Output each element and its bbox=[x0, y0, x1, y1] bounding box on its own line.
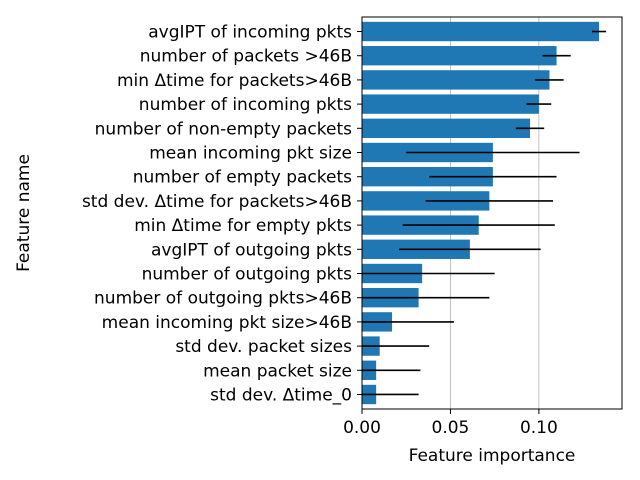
category-label: avgIPT of incoming pkts bbox=[148, 23, 352, 43]
category-label: min Δtime for empty pkts bbox=[134, 216, 352, 236]
category-label: number of empty packets bbox=[133, 168, 352, 188]
bar bbox=[362, 94, 539, 114]
category-label: avgIPT of outgoing pkts bbox=[151, 240, 352, 260]
bar bbox=[362, 46, 557, 66]
category-label: std dev. Δtime for packets>46B bbox=[82, 192, 352, 212]
plot-frame bbox=[361, 16, 623, 410]
x-tick-label: 0.00 bbox=[343, 418, 381, 438]
category-label: min Δtime for packets>46B bbox=[117, 71, 352, 91]
x-tick-label: 0.05 bbox=[432, 418, 470, 438]
bar bbox=[362, 167, 493, 187]
category-label: number of incoming pkts bbox=[139, 95, 352, 115]
bar bbox=[362, 21, 600, 42]
bar bbox=[362, 118, 531, 138]
category-label: number of non-empty packets bbox=[95, 119, 352, 139]
error-bars bbox=[362, 30, 607, 396]
x-axis-label: Feature importance bbox=[409, 446, 576, 466]
x-tick-labels: 0.00 0.05 0.10 bbox=[343, 409, 558, 438]
category-label: number of packets >46B bbox=[140, 47, 352, 67]
category-label: std dev. packet sizes bbox=[175, 337, 352, 357]
y-tick-labels: avgIPT of incoming pkts number of packets… bbox=[82, 23, 362, 405]
category-label: mean packet size bbox=[203, 361, 352, 381]
category-label: number of outgoing pkts bbox=[142, 264, 353, 284]
category-label: mean incoming pkt size bbox=[149, 144, 352, 164]
bar bbox=[362, 70, 550, 90]
x-tick-label: 0.10 bbox=[520, 418, 558, 438]
category-label: std dev. Δtime_0 bbox=[210, 385, 352, 405]
category-label: mean incoming pkt size>46B bbox=[102, 313, 352, 333]
category-label: number of outgoing pkts>46B bbox=[94, 289, 352, 309]
y-axis-label: Feature name bbox=[14, 154, 34, 272]
